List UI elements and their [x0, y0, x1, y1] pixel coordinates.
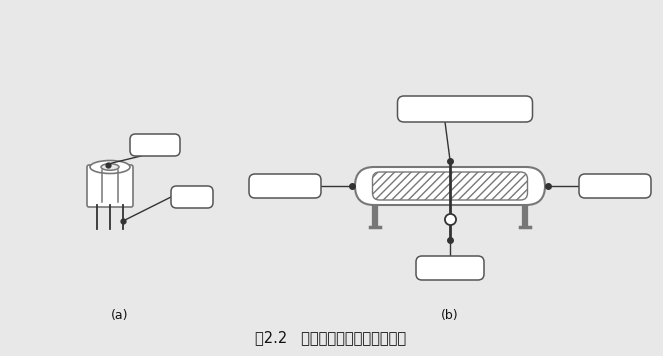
FancyBboxPatch shape	[373, 172, 528, 200]
FancyBboxPatch shape	[249, 174, 321, 198]
Text: 定片引脚: 定片引脚	[600, 179, 630, 193]
Text: 图2.2   两种可变电阵器外形示意图: 图2.2 两种可变电阵器外形示意图	[255, 330, 406, 346]
Text: (b): (b)	[441, 309, 459, 323]
Text: 定片引脚: 定片引脚	[270, 179, 300, 193]
Text: (a): (a)	[111, 309, 129, 323]
Text: 动片引脚: 动片引脚	[435, 262, 465, 274]
FancyBboxPatch shape	[130, 134, 180, 156]
Ellipse shape	[90, 161, 130, 173]
Text: 引脚: 引脚	[184, 190, 200, 204]
FancyBboxPatch shape	[398, 96, 532, 122]
FancyBboxPatch shape	[87, 165, 133, 207]
Ellipse shape	[101, 164, 119, 170]
Text: 可左右滑动调节电阵: 可左右滑动调节电阵	[431, 103, 499, 115]
Text: 调节器: 调节器	[144, 138, 166, 152]
FancyBboxPatch shape	[416, 256, 484, 280]
FancyBboxPatch shape	[579, 174, 651, 198]
FancyBboxPatch shape	[171, 186, 213, 208]
FancyBboxPatch shape	[355, 167, 545, 205]
